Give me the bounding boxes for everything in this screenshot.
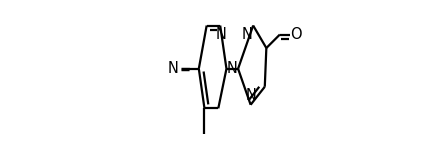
Text: N: N — [226, 61, 237, 76]
Text: N: N — [242, 27, 252, 42]
Text: O: O — [291, 27, 302, 42]
Text: N: N — [216, 27, 226, 42]
Text: N: N — [168, 61, 179, 76]
Text: N: N — [246, 88, 257, 103]
